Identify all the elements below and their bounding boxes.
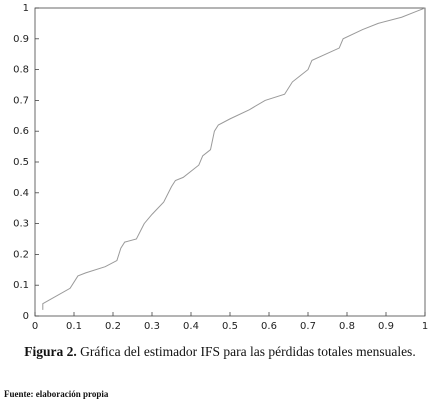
y-tick-label: 0 <box>23 311 29 322</box>
y-tick-label: 1 <box>23 3 29 14</box>
y-tick-label: 0.1 <box>13 280 29 291</box>
x-tick-label: 0.4 <box>183 321 199 332</box>
y-tick-label: 0.8 <box>13 65 29 76</box>
line <box>42 7 426 310</box>
x-tick-label: 0.7 <box>300 321 316 332</box>
caption-text: Gráfica del estimador IFS para las pérdi… <box>80 344 416 359</box>
caption-label: Figura 2. <box>24 344 77 359</box>
y-tick-label: 0.6 <box>13 126 29 137</box>
x-tick-label: 0.2 <box>105 321 121 332</box>
plot-frame <box>34 7 426 317</box>
source: Fuente: elaboración propia <box>4 389 109 399</box>
y-tick-label: 0.4 <box>13 188 29 199</box>
x-tick-label: 0 <box>32 321 38 332</box>
x-tick-label: 0.5 <box>222 321 238 332</box>
x-tick-label: 0.1 <box>66 321 82 332</box>
y-tick-label: 0.3 <box>13 219 29 230</box>
chart: 0 0.1 0.2 0.3 0.4 0.5 0.6 0.7 0.8 0.9 1 0 0.1 0.2 0.3 0… <box>13 3 428 332</box>
x-tick-label: 0.9 <box>378 321 394 332</box>
x-tick-label: 0.8 <box>339 321 355 332</box>
y-tick-label: 0.7 <box>13 95 29 106</box>
x-tick-label: 0.3 <box>144 321 160 332</box>
y-tick-label: 0.5 <box>13 157 29 168</box>
x-tick-label: 1 <box>422 321 428 332</box>
y-tick-label: 0.9 <box>13 34 29 45</box>
x-tick-label: 0.6 <box>261 321 277 332</box>
caption: Figura 2. Gráfica del estimador IFS para… <box>20 343 420 361</box>
y-tick-label: 0.2 <box>13 249 29 260</box>
